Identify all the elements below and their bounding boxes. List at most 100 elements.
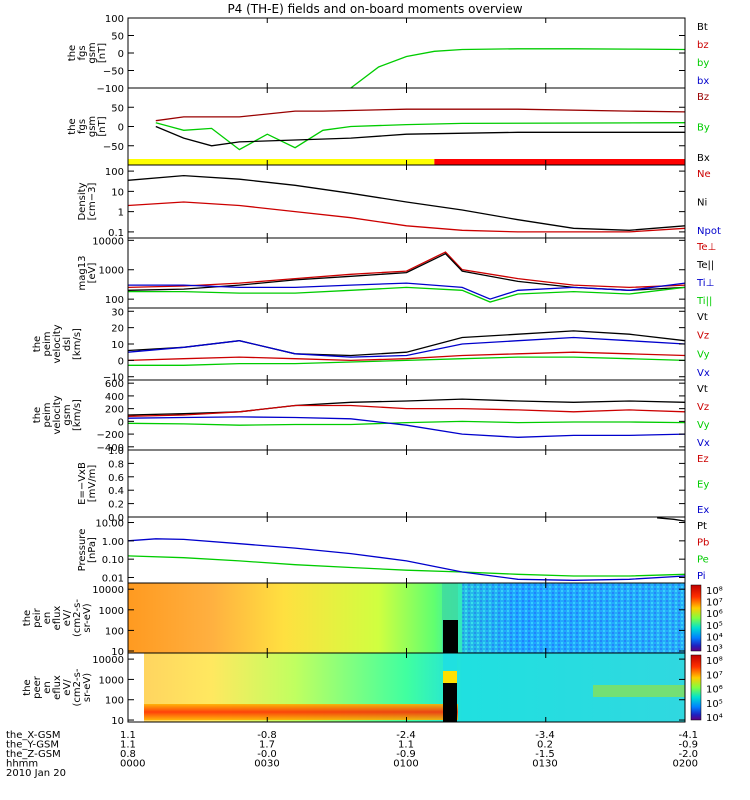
colorbar-label: 10⁴ [706, 632, 723, 643]
series-line [127, 398, 686, 416]
colorbar-label: 10⁶ [706, 685, 723, 696]
ephemeris-value: -0.9 [678, 740, 698, 751]
y-axis-label: eV/ [62, 679, 73, 696]
series-line [128, 356, 686, 366]
y-tick-label: 10 [111, 716, 124, 727]
y-tick-label: −10 [103, 373, 124, 384]
y-tick-label: −200 [97, 430, 124, 441]
y-axis-label: (cm2-s- [72, 599, 83, 637]
legend-vy: Vy [697, 420, 710, 431]
y-axis-label: velocity [52, 395, 63, 434]
y-axis-label: (cm2-s- [72, 668, 83, 706]
series-line [657, 517, 686, 522]
y-tick-label: −50 [103, 67, 124, 78]
colorbar-label: 10⁵ [706, 621, 723, 632]
y-axis-label: [nT] [97, 116, 108, 136]
y-axis-label: peir [32, 607, 43, 627]
ephemeris-value: 1.1 [120, 740, 136, 751]
series-line [350, 48, 686, 89]
y-axis-label: en [42, 612, 53, 625]
colorbar-label: 10³ [706, 644, 723, 655]
y-tick-label: 0.01 [102, 573, 124, 584]
series-line [127, 330, 686, 357]
series-line [127, 174, 686, 231]
ephemeris-value: 0.2 [537, 740, 553, 751]
ephemeris-label: the_Z-GSM [6, 749, 61, 760]
legend-vx: Vx [697, 438, 710, 449]
y-axis-label: velocity [52, 324, 63, 363]
ephemeris-value: -3.4 [535, 730, 555, 741]
y-tick-label: 0.0 [108, 513, 124, 524]
date-label: 2010 Jan 20 [6, 768, 66, 779]
y-axis-label: [cm−3] [87, 183, 98, 221]
y-axis-label: Density [77, 182, 88, 220]
series-line [155, 125, 685, 147]
axes-box [127, 516, 686, 584]
ephemeris-value: 0.8 [120, 749, 136, 760]
series-line [128, 282, 686, 300]
ephemeris-value: 1.1 [120, 730, 136, 741]
legend-by: By [697, 123, 710, 134]
y-tick-label: 0.8 [108, 459, 124, 470]
y-axis-label: the [32, 336, 43, 352]
y-tick-label: 400 [105, 392, 124, 403]
ephemeris-value: -0.8 [257, 730, 277, 741]
legend-vt: Vt [697, 312, 708, 323]
y-tick-label: 10.00 [95, 519, 124, 530]
chart-title: P4 (TH-E) fields and on-board moments ov… [227, 2, 522, 16]
ephemeris-value: 0200 [673, 759, 698, 770]
panel-1: Bz By Bx 50 0 −50 the fgs gsm [nT] [67, 87, 710, 166]
y-tick-label: 100 [105, 696, 124, 707]
ephemeris-value: -2.4 [396, 730, 416, 741]
legend-vz: Vz [697, 402, 709, 413]
legend-ti: Ti|| [696, 296, 712, 307]
y-axis-label: [nPa] [87, 537, 98, 563]
ephemeris-value: -0.0 [257, 749, 277, 760]
ephemeris-value: -2.0 [678, 749, 698, 760]
y-tick-label: 0 [118, 49, 124, 60]
y-tick-label: 0 [118, 356, 124, 367]
y-tick-label: 10000 [92, 585, 124, 596]
legend-ni: Ni [697, 198, 707, 209]
series-line [127, 416, 686, 438]
ephemeris-value: 0030 [254, 759, 279, 770]
panel-4: Vt Vz Vy Vx 30 20 10 0 −10 the peim velocity dsl [km/… [32, 307, 710, 383]
colorbar-label: 10⁸ [706, 656, 723, 667]
y-axis-label: eflux [52, 606, 63, 631]
y-tick-label: −400 [97, 443, 124, 454]
ephemeris-value: -0.9 [396, 749, 416, 760]
y-tick-label: 1000 [99, 266, 124, 277]
y-tick-label: 600 [105, 379, 124, 390]
y-tick-label: 50 [111, 32, 124, 43]
y-axis-label: eV/ [62, 609, 73, 626]
y-axis-label: fgs [77, 45, 88, 60]
y-axis-label: sr-eV) [82, 673, 93, 702]
y-tick-label: 200 [105, 405, 124, 416]
series-line [128, 286, 686, 303]
y-axis-label: [nT] [97, 43, 108, 63]
y-tick-label: 10 [111, 647, 124, 658]
y-tick-label: 100 [105, 295, 124, 306]
y-axis-label: Pressure [77, 529, 88, 572]
y-axis-label: [km/s] [72, 399, 83, 431]
heatmap-image-8 [128, 583, 685, 653]
y-tick-label: 0.4 [108, 486, 124, 497]
legend-ez: Ez [697, 454, 709, 465]
colorbar-label: 10⁶ [706, 609, 723, 620]
legend-ne: Ne [697, 169, 711, 180]
y-tick-label: 100 [105, 14, 124, 25]
y-axis-label: gsm [87, 116, 98, 137]
legend-vt: Vt [697, 384, 708, 395]
y-axis-label: sr-eV) [82, 603, 93, 632]
y-tick-label: −50 [103, 142, 124, 153]
legend-te: Te⊥ [696, 242, 716, 253]
legend-bz: Bz [697, 92, 709, 103]
ephemeris-value: 0130 [532, 759, 557, 770]
axes-box [127, 87, 686, 166]
legend-pt: Pt [697, 521, 707, 532]
legend-bx: Bx [697, 153, 710, 164]
legend-vx: Vx [697, 368, 710, 379]
axes-box [127, 379, 686, 451]
